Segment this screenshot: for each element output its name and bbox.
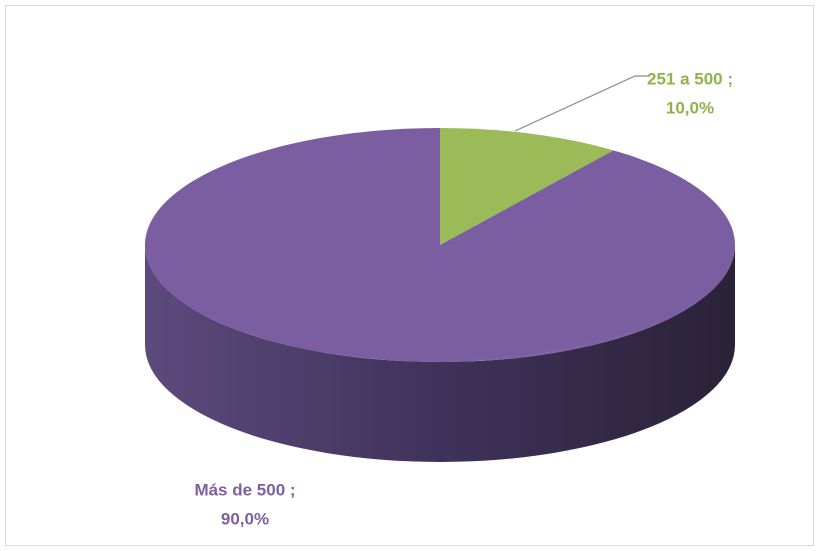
pie-side [145, 245, 735, 462]
labels: 251 a 500 ; 10,0% Más de 500 ; 90,0% [194, 69, 733, 528]
value-label: 10,0% [666, 98, 714, 117]
pie-shade [145, 128, 735, 362]
leader-line [514, 75, 650, 132]
category-label: Más de 500 ; [194, 480, 295, 499]
value-label: 90,0% [221, 509, 269, 528]
category-label: 251 a 500 ; [647, 69, 733, 88]
pie [144, 128, 736, 462]
